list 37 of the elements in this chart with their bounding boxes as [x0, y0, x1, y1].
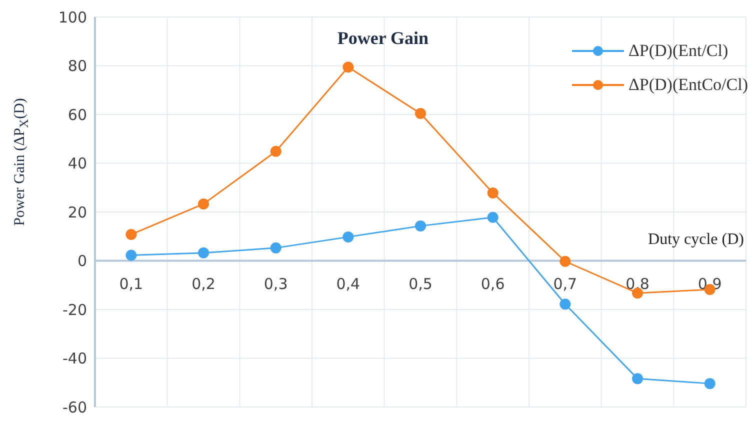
point: [342, 62, 354, 73]
point: [198, 247, 209, 258]
point: [342, 231, 354, 242]
x-tick-label: 0,3: [264, 274, 288, 293]
x-tick-label: 0,1: [119, 274, 144, 293]
point: [415, 220, 426, 232]
point: [270, 242, 282, 254]
point: [487, 212, 498, 223]
point: [632, 373, 643, 384]
y-tick-label: 100: [58, 8, 87, 26]
point: [198, 198, 209, 210]
y-tick-label: 20: [68, 203, 87, 222]
x-tick-label: 0,8: [626, 274, 650, 293]
y-tick-label: 60: [68, 106, 87, 124]
point: [560, 298, 571, 310]
legend-label: ΔP(D)(EntCo/Cl): [628, 75, 748, 95]
point: [704, 378, 716, 390]
point: [126, 250, 137, 261]
x-tick-label: 0,2: [192, 274, 216, 293]
y-tick-label: -60: [62, 398, 87, 416]
x-axis-title: Duty cycle (D): [648, 230, 744, 249]
y-tick-label: 0: [77, 252, 87, 270]
point: [415, 108, 426, 120]
x-tick-label: 0,7: [553, 274, 578, 293]
point: [560, 256, 571, 267]
y-tick-label: -40: [62, 350, 87, 368]
point: [270, 146, 282, 157]
legend-label: ΔP(D)(Ent/Cl): [628, 41, 728, 61]
x-tick-label: 0,6: [480, 274, 505, 293]
y-tick-label: -20: [62, 300, 87, 319]
y-tick-label: 80: [68, 57, 87, 76]
point: [487, 187, 498, 198]
x-tick-label: 0,5: [408, 274, 432, 293]
x-tick-label: 0,4: [336, 274, 360, 293]
y-tick-label: 40: [68, 154, 87, 173]
point: [126, 228, 137, 240]
text: Power Gain: [336, 28, 430, 49]
